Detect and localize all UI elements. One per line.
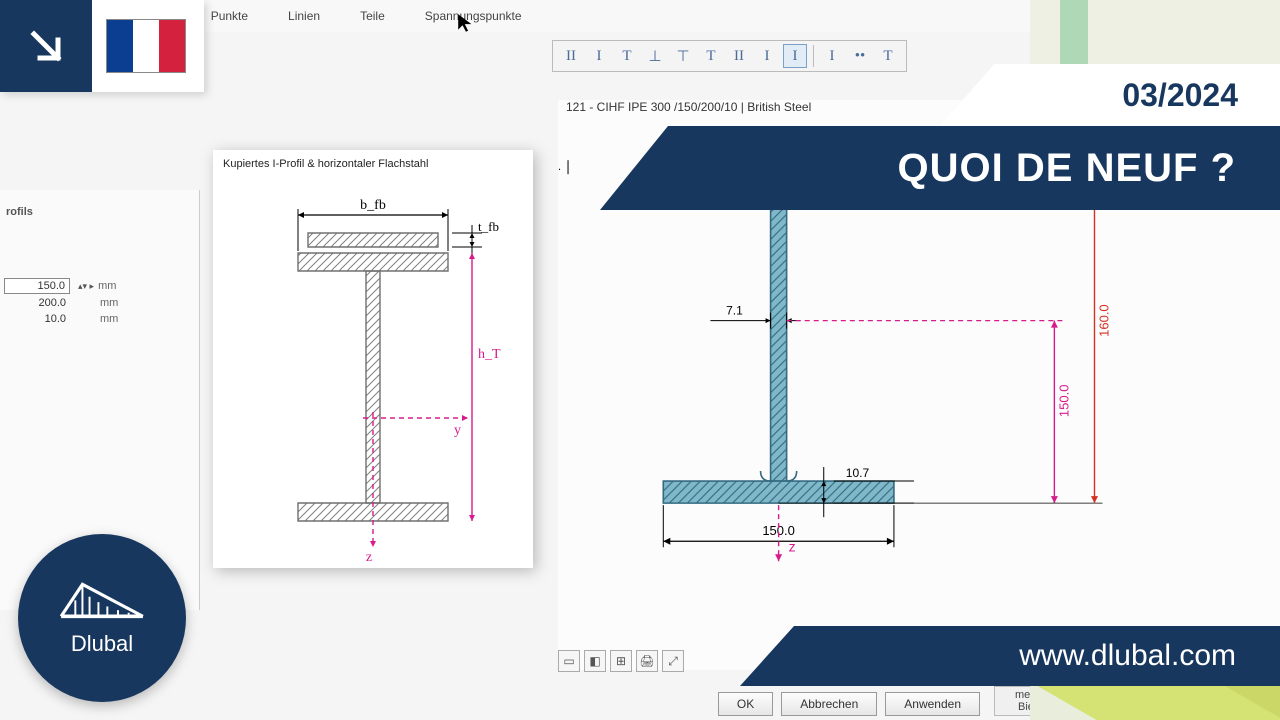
- svg-text:b_fb: b_fb: [360, 198, 386, 213]
- flag-france-icon: [106, 19, 186, 73]
- section-shape-btn[interactable]: T: [699, 44, 723, 68]
- brand-text: Dlubal: [71, 631, 133, 657]
- dlubal-logo-icon: [57, 579, 147, 627]
- title-banner: QUOI DE NEUF ?: [600, 126, 1280, 210]
- dialog-buttons: OK Abbrechen Anwenden: [718, 692, 980, 716]
- profile-schematic-card: Kupiertes I-Profil & horizontaler Flachs…: [213, 150, 533, 568]
- profile-schematic-svg: b_fb t_fb h_Ty z: [213, 172, 533, 566]
- date-text: 03/2024: [1122, 77, 1238, 114]
- view-btn-3[interactable]: ⊞: [610, 650, 632, 672]
- view-btn-1[interactable]: ▭: [558, 650, 580, 672]
- section-shape-btn[interactable]: I: [820, 44, 844, 68]
- profile-schematic-title: Kupiertes I-Profil & horizontaler Flachs…: [213, 150, 533, 172]
- url-banner: www.dlubal.com: [740, 626, 1280, 686]
- svg-text:z: z: [366, 550, 372, 565]
- section-shape-btn[interactable]: I: [783, 44, 807, 68]
- section-shape-btn[interactable]: ⊥: [643, 44, 667, 68]
- svg-text:150.0: 150.0: [1056, 385, 1071, 418]
- section-shape-btn[interactable]: T: [615, 44, 639, 68]
- svg-text:10.7: 10.7: [846, 466, 870, 480]
- view-btn-5[interactable]: ⤢: [662, 650, 684, 672]
- ok-button[interactable]: OK: [718, 692, 773, 716]
- abbrechen-button[interactable]: Abbrechen: [781, 692, 877, 716]
- section-shape-btn[interactable]: ••: [848, 44, 872, 68]
- param-row[interactable]: 150.0▴▾ ▸mm: [4, 278, 195, 294]
- view-toolbar: ▭ ◧ ⊞ 🖨 ⤢: [558, 650, 684, 672]
- svg-text:z: z: [789, 538, 796, 554]
- menu-item[interactable]: Punkte: [211, 9, 248, 23]
- param-row: 10.0mm: [4, 312, 195, 326]
- svg-text:y: y: [454, 423, 461, 438]
- section-shape-btn[interactable]: II: [559, 44, 583, 68]
- param-row: 200.0mm: [4, 296, 195, 310]
- parameter-header: rofils: [6, 206, 195, 218]
- section-shape-btn[interactable]: I: [755, 44, 779, 68]
- arrow-icon: [0, 0, 92, 92]
- section-shape-btn[interactable]: T: [876, 44, 900, 68]
- view-btn-4[interactable]: 🖨: [636, 650, 658, 672]
- menu-item[interactable]: Linien: [288, 9, 320, 23]
- svg-text:160.0: 160.0: [1097, 304, 1112, 337]
- svg-text:h_T: h_T: [478, 347, 501, 362]
- profile-dimensioned-title: 121 - CIHF IPE 300 /150/200/10 | British…: [566, 100, 811, 114]
- view-btn-2[interactable]: ◧: [584, 650, 606, 672]
- menu-item[interactable]: Teile: [360, 9, 385, 23]
- section-shape-btn[interactable]: I: [587, 44, 611, 68]
- svg-text:7.1: 7.1: [726, 304, 743, 318]
- svg-text:7.: 7.: [558, 161, 561, 173]
- url-text: www.dlubal.com: [1019, 639, 1236, 673]
- section-shape-btn[interactable]: ⊤: [671, 44, 695, 68]
- svg-text:t_fb: t_fb: [478, 219, 499, 234]
- anwenden-button[interactable]: Anwenden: [885, 692, 980, 716]
- date-banner: 03/2024: [940, 64, 1280, 126]
- section-shape-toolbar: IIIT⊥⊤TIIIII••T: [552, 40, 907, 72]
- menu-item[interactable]: Spannungspunkte: [425, 9, 522, 23]
- section-shape-btn[interactable]: II: [727, 44, 751, 68]
- dlubal-badge: Dlubal: [18, 534, 186, 702]
- flag-badge: [0, 0, 204, 92]
- title-text: QUOI DE NEUF ?: [898, 146, 1236, 191]
